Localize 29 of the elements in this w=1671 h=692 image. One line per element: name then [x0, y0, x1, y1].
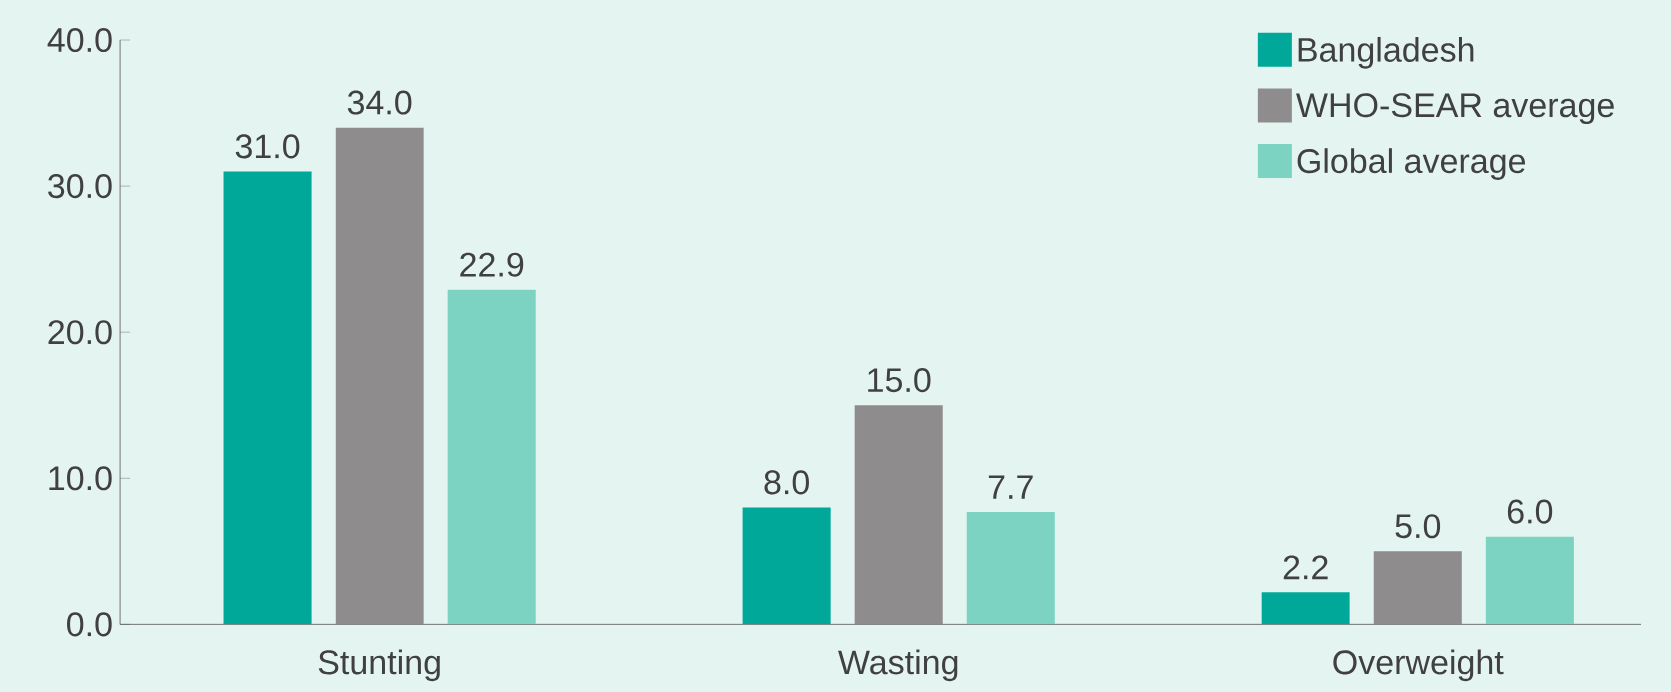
bar — [742, 507, 831, 625]
bar — [1261, 592, 1350, 625]
data-label: 6.0 — [1507, 499, 1553, 524]
bar — [854, 405, 943, 625]
bar — [1373, 551, 1462, 625]
data-label: 22.9 — [460, 252, 524, 277]
bar — [335, 127, 424, 625]
bar — [966, 511, 1055, 625]
y-tick-label: 20.0 — [48, 319, 112, 345]
y-tick-label: 40.0 — [47, 27, 112, 52]
data-label: 8.0 — [764, 470, 809, 495]
legend-label: Global average — [1297, 147, 1526, 180]
legend-label: WHO-SEAR average — [1296, 93, 1614, 124]
y-tick-label: 10.0 — [49, 466, 112, 491]
x-tick-label: Overweight — [1333, 649, 1504, 681]
bar — [447, 289, 536, 625]
y-tick-label: 30.0 — [48, 173, 112, 198]
data-label: 7.7 — [988, 475, 1033, 499]
x-tick-label: Stunting — [318, 649, 440, 681]
data-label: 15.0 — [868, 367, 931, 392]
x-tick-label: Wasting — [838, 649, 958, 681]
data-label: 31.0 — [235, 134, 300, 159]
y-tick-label: 0.0 — [67, 612, 112, 637]
data-label: 2.2 — [1283, 555, 1328, 579]
legend-label: Bangladesh — [1298, 36, 1474, 69]
bar — [223, 171, 312, 625]
data-label: 5.0 — [1395, 513, 1441, 539]
data-label: 34.0 — [347, 90, 412, 115]
bar — [1485, 536, 1574, 625]
